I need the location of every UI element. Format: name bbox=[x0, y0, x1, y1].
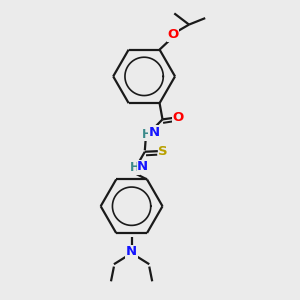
Text: H: H bbox=[130, 161, 140, 174]
Text: H: H bbox=[141, 128, 151, 141]
Text: O: O bbox=[172, 111, 184, 124]
Text: N: N bbox=[137, 160, 148, 173]
Text: S: S bbox=[158, 145, 168, 158]
Text: O: O bbox=[167, 28, 178, 41]
Text: N: N bbox=[126, 245, 137, 258]
Text: N: N bbox=[149, 126, 160, 139]
